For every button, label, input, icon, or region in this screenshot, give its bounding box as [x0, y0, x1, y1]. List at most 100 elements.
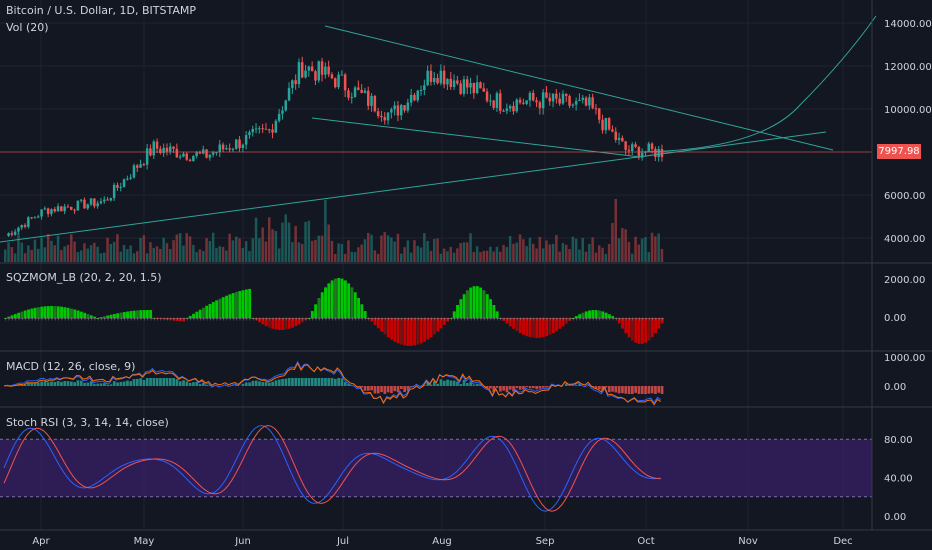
- volume-bar: [155, 246, 159, 262]
- squeeze-bar: [46, 306, 50, 318]
- squeeze-dot: +: [466, 317, 470, 323]
- squeeze-bar: [475, 286, 479, 318]
- volume-bar: [522, 239, 525, 262]
- macd-histogram-bar: [30, 382, 34, 386]
- macd-histogram-bar: [376, 386, 380, 394]
- volume-bar: [162, 237, 165, 262]
- time-axis[interactable]: Apr May Jun Jul Aug Sep Oct Nov Dec: [32, 536, 852, 547]
- squeeze-dot: +: [443, 317, 447, 323]
- volume-bar: [518, 234, 522, 262]
- squeeze-bar: [228, 294, 232, 318]
- price-axis[interactable]: 14000.00 12000.00 10000.00 6000.00 4000.00 20…: [884, 19, 932, 523]
- volume-bar: [337, 243, 340, 262]
- squeeze-dot: +: [370, 317, 374, 323]
- candle-body: [192, 155, 195, 161]
- squeeze-bar: [182, 318, 186, 322]
- squeeze-dot: +: [578, 317, 582, 323]
- squeeze-bar: [644, 318, 648, 343]
- volume-bar: [244, 241, 248, 262]
- squeeze-dot: +: [54, 317, 58, 323]
- volume-bar: [406, 240, 410, 262]
- squeeze-dot: +: [73, 317, 77, 323]
- squeeze-dot: +: [347, 317, 351, 323]
- candle-body: [198, 152, 202, 154]
- volume-bar: [86, 248, 89, 262]
- volume-bar: [165, 243, 169, 262]
- squeeze-dot: +: [110, 317, 114, 323]
- price-tick-label: 14000.00: [884, 19, 932, 30]
- volume-bar: [76, 252, 80, 262]
- candle-body: [660, 149, 664, 158]
- macd-histogram-bar: [83, 382, 86, 386]
- squeeze-bar: [79, 311, 83, 318]
- squeeze-bar: [93, 316, 96, 318]
- volume-bar: [66, 244, 70, 262]
- candle-body: [452, 80, 456, 88]
- candle-body: [400, 105, 403, 116]
- volume-bar: [598, 245, 601, 262]
- macd-histogram-bar: [314, 378, 317, 386]
- squeeze-bar: [264, 318, 268, 327]
- candle-body: [195, 152, 198, 156]
- candle-body: [367, 90, 370, 106]
- macd-line: [3, 360, 661, 404]
- macd-histogram-bar: [244, 382, 248, 386]
- candle-body: [386, 112, 390, 121]
- squeeze-bar: [390, 318, 393, 340]
- squeeze-dot: +: [80, 317, 84, 323]
- volume-bar: [112, 241, 116, 262]
- volume-bar: [334, 253, 337, 262]
- candle-body: [499, 93, 502, 111]
- squeeze-bar: [89, 315, 93, 318]
- squeeze-bar: [254, 318, 258, 321]
- macd-histogram-bar: [66, 381, 70, 386]
- squeeze-bar: [541, 318, 545, 338]
- squeeze-dot: +: [301, 317, 305, 323]
- volume-bar: [459, 243, 462, 262]
- time-tick-label: Nov: [738, 536, 758, 547]
- squeeze-bar: [99, 317, 103, 318]
- volume-bar: [581, 237, 584, 262]
- volume-bar: [89, 245, 93, 262]
- squeeze-bar: [274, 318, 278, 330]
- squeeze-dot: +: [209, 317, 213, 323]
- candle-body: [291, 80, 294, 88]
- candle-body: [112, 184, 116, 199]
- candle-body: [551, 93, 555, 102]
- macd-histogram-bar: [604, 386, 608, 388]
- volume-bar: [565, 244, 568, 262]
- volume-bar: [607, 244, 611, 262]
- squeeze-dot: +: [535, 317, 539, 323]
- squeeze-bar: [340, 278, 344, 318]
- volume-bar: [271, 229, 274, 262]
- macd-histogram-bar: [251, 380, 255, 386]
- squeeze-bar: [30, 308, 34, 318]
- squeeze-dot: +: [364, 317, 368, 323]
- macd-histogram-bar: [159, 378, 162, 386]
- squeeze-bar: [172, 318, 176, 321]
- squeeze-bar: [20, 311, 24, 318]
- squeeze-bar: [449, 318, 453, 319]
- squeeze-bar: [393, 318, 397, 342]
- macd-histogram-bar: [386, 386, 390, 393]
- macd-histogram-bar: [426, 382, 430, 386]
- volume-bar: [502, 244, 505, 262]
- volume-bar: [228, 233, 231, 262]
- candle-body: [495, 93, 499, 108]
- volume-bar: [594, 252, 598, 262]
- volume-bar: [591, 237, 594, 262]
- candle-body: [340, 74, 344, 76]
- volume-bar: [624, 229, 627, 262]
- squeeze-dot: +: [453, 317, 457, 323]
- volume-bar: [413, 240, 416, 262]
- candle-body: [202, 149, 205, 154]
- time-tick-label: Sep: [536, 536, 555, 547]
- squeeze-dot: +: [50, 317, 54, 323]
- candle-body: [363, 90, 367, 93]
- time-tick-label: Jul: [336, 536, 349, 547]
- squeeze-dot: +: [129, 317, 133, 323]
- volume-bar: [231, 240, 235, 262]
- macd-histogram-bar: [472, 384, 476, 386]
- macd-histogram-bar: [614, 386, 618, 393]
